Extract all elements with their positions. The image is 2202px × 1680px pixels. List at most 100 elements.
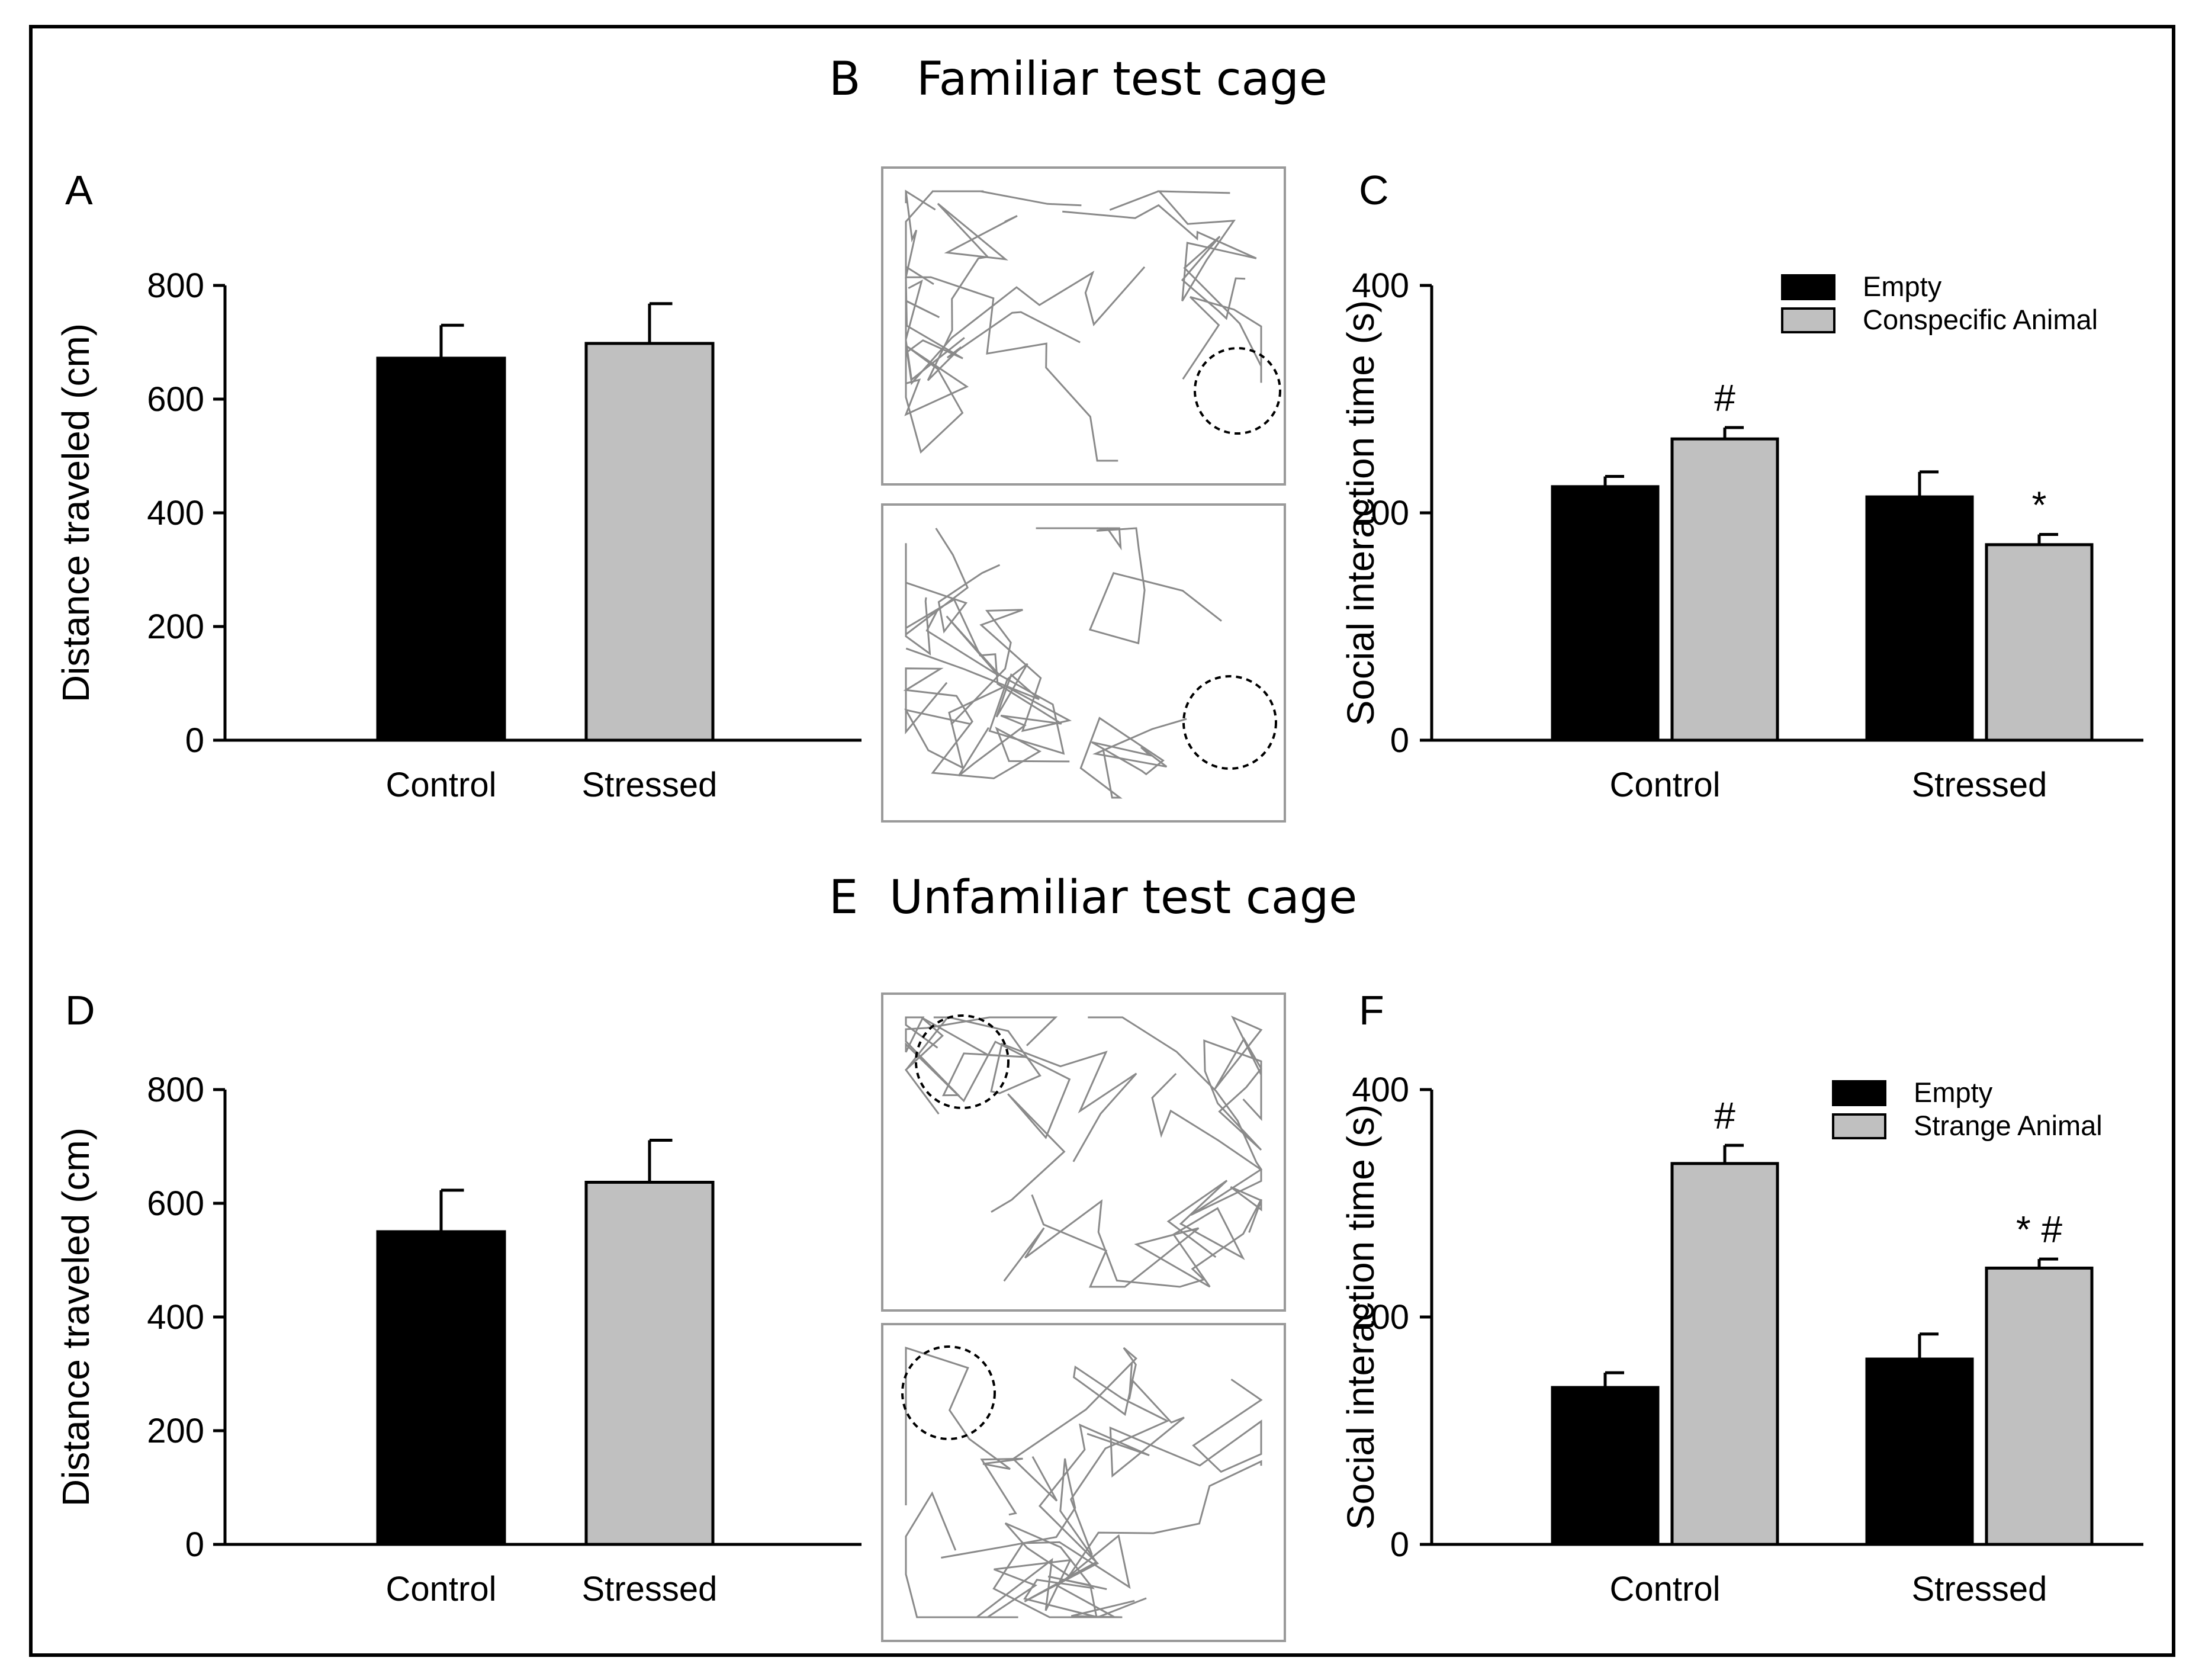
panel-a-letter: A [65,167,93,213]
bar [1670,1162,1779,1546]
y-tick-label: 200 [1352,1298,1409,1337]
category-label: Control [1610,766,1721,804]
track-path [1203,1015,1263,1151]
section-e-title: Unfamiliar test cage [889,871,1357,924]
bar [584,342,715,742]
bar [1985,543,2094,742]
category-label: Control [386,1570,497,1608]
familiar-control-track [881,166,1286,486]
chart-d: 0 200 400 600 800 Distance traveled (cm) Contr… [54,1071,861,1608]
bar [376,356,506,742]
track-path [905,528,1062,777]
y-axis-label: Distance traveled (cm) [54,323,97,702]
legend-swatch [1781,307,1835,333]
unfamiliar-stressed-track [881,1323,1286,1642]
track-path [1079,717,1187,799]
y-axis-label: Distance traveled (cm) [54,1128,97,1506]
unfamiliar-control-track [881,992,1286,1312]
track-path [1062,190,1257,301]
legend-label: Strange Animal [1914,1110,2103,1141]
bar [1865,1357,1974,1546]
y-tick-label: 800 [147,1071,204,1109]
legend-label: Conspecific Animal [1863,304,2098,335]
y-tick-label: 400 [147,1298,204,1337]
y-axis-label: Social interaction time (s) [1339,1104,1382,1530]
track-path [905,189,1118,462]
track-path [905,190,1082,346]
legend-swatch [1781,274,1835,300]
y-tick-label: 400 [1352,266,1409,305]
track-path [1181,236,1262,383]
significance-mark: * # [2016,1208,2063,1251]
track-frame [881,992,1286,1312]
track-frame [881,166,1286,486]
y-tick-label: 200 [147,1412,204,1450]
bar [1865,495,1974,742]
y-axis-label: Social interaction time (s) [1339,300,1382,725]
interaction-zone-circle [1182,675,1277,770]
bar [1551,1386,1660,1546]
track-path [992,1534,1135,1618]
y-tick-label: 400 [1352,1071,1409,1109]
y-tick-label: 200 [1352,494,1409,532]
y-tick-label: 0 [185,1525,204,1564]
panel-d-letter: D [65,987,95,1033]
track-path [903,667,1070,779]
track-path [1036,527,1222,645]
section-b-title: Familiar test cage [917,53,1327,106]
category-label: Stressed [1912,1570,2047,1608]
y-tick-label: 600 [147,1184,204,1223]
legend-swatch [1832,1113,1886,1139]
tracking-images [881,166,1286,1642]
section-e-letter: E [829,871,858,924]
bar [376,1230,506,1546]
track-path [1109,1362,1263,1478]
track-path [1004,1460,1262,1618]
familiar-stressed-track [881,503,1286,823]
interaction-zone-circle [901,1345,996,1440]
significance-mark: * [2032,483,2047,526]
track-path [905,610,1065,755]
chart-a: 0 200 400 600 800 Distance traveled (cm) Contr… [54,266,861,804]
track-path [1031,1180,1245,1288]
y-tick-label: 0 [185,721,204,760]
y-tick-label: 200 [147,608,204,646]
track-path [905,1016,1137,1162]
category-label: Stressed [1912,766,2047,804]
legend-swatch [1832,1080,1886,1106]
track-path [905,1016,1071,1213]
figure-border [29,25,2175,1657]
bar [584,1180,715,1546]
category-label: Control [386,766,497,804]
significance-mark: # [1714,1094,1735,1137]
legend-label: Empty [1863,271,1942,302]
bar [1985,1266,2094,1546]
y-tick-label: 0 [1390,721,1409,760]
track-path [905,543,1001,656]
panel-f-letter: F [1359,987,1384,1033]
track-path [941,1423,1150,1602]
significance-mark: # [1714,377,1735,419]
track-path [1003,1186,1262,1288]
y-tick-label: 400 [147,494,204,532]
category-label: Stressed [582,766,718,804]
y-tick-label: 600 [147,380,204,419]
track-path [904,1016,1058,1114]
interaction-zone-circle [1194,347,1281,435]
bar [1551,485,1660,742]
interaction-zone-circle [915,1014,1010,1109]
y-tick-label: 800 [147,266,204,305]
category-label: Control [1610,1570,1721,1608]
panel-c-letter: C [1359,167,1389,213]
track-path [1011,1347,1170,1556]
y-tick-label: 0 [1390,1525,1409,1564]
legend-label: Empty [1914,1077,1993,1108]
track-path [905,1346,1023,1516]
bar [1670,437,1779,742]
track-path [905,1491,1072,1618]
category-label: Stressed [582,1570,718,1608]
track-path [904,609,1072,770]
